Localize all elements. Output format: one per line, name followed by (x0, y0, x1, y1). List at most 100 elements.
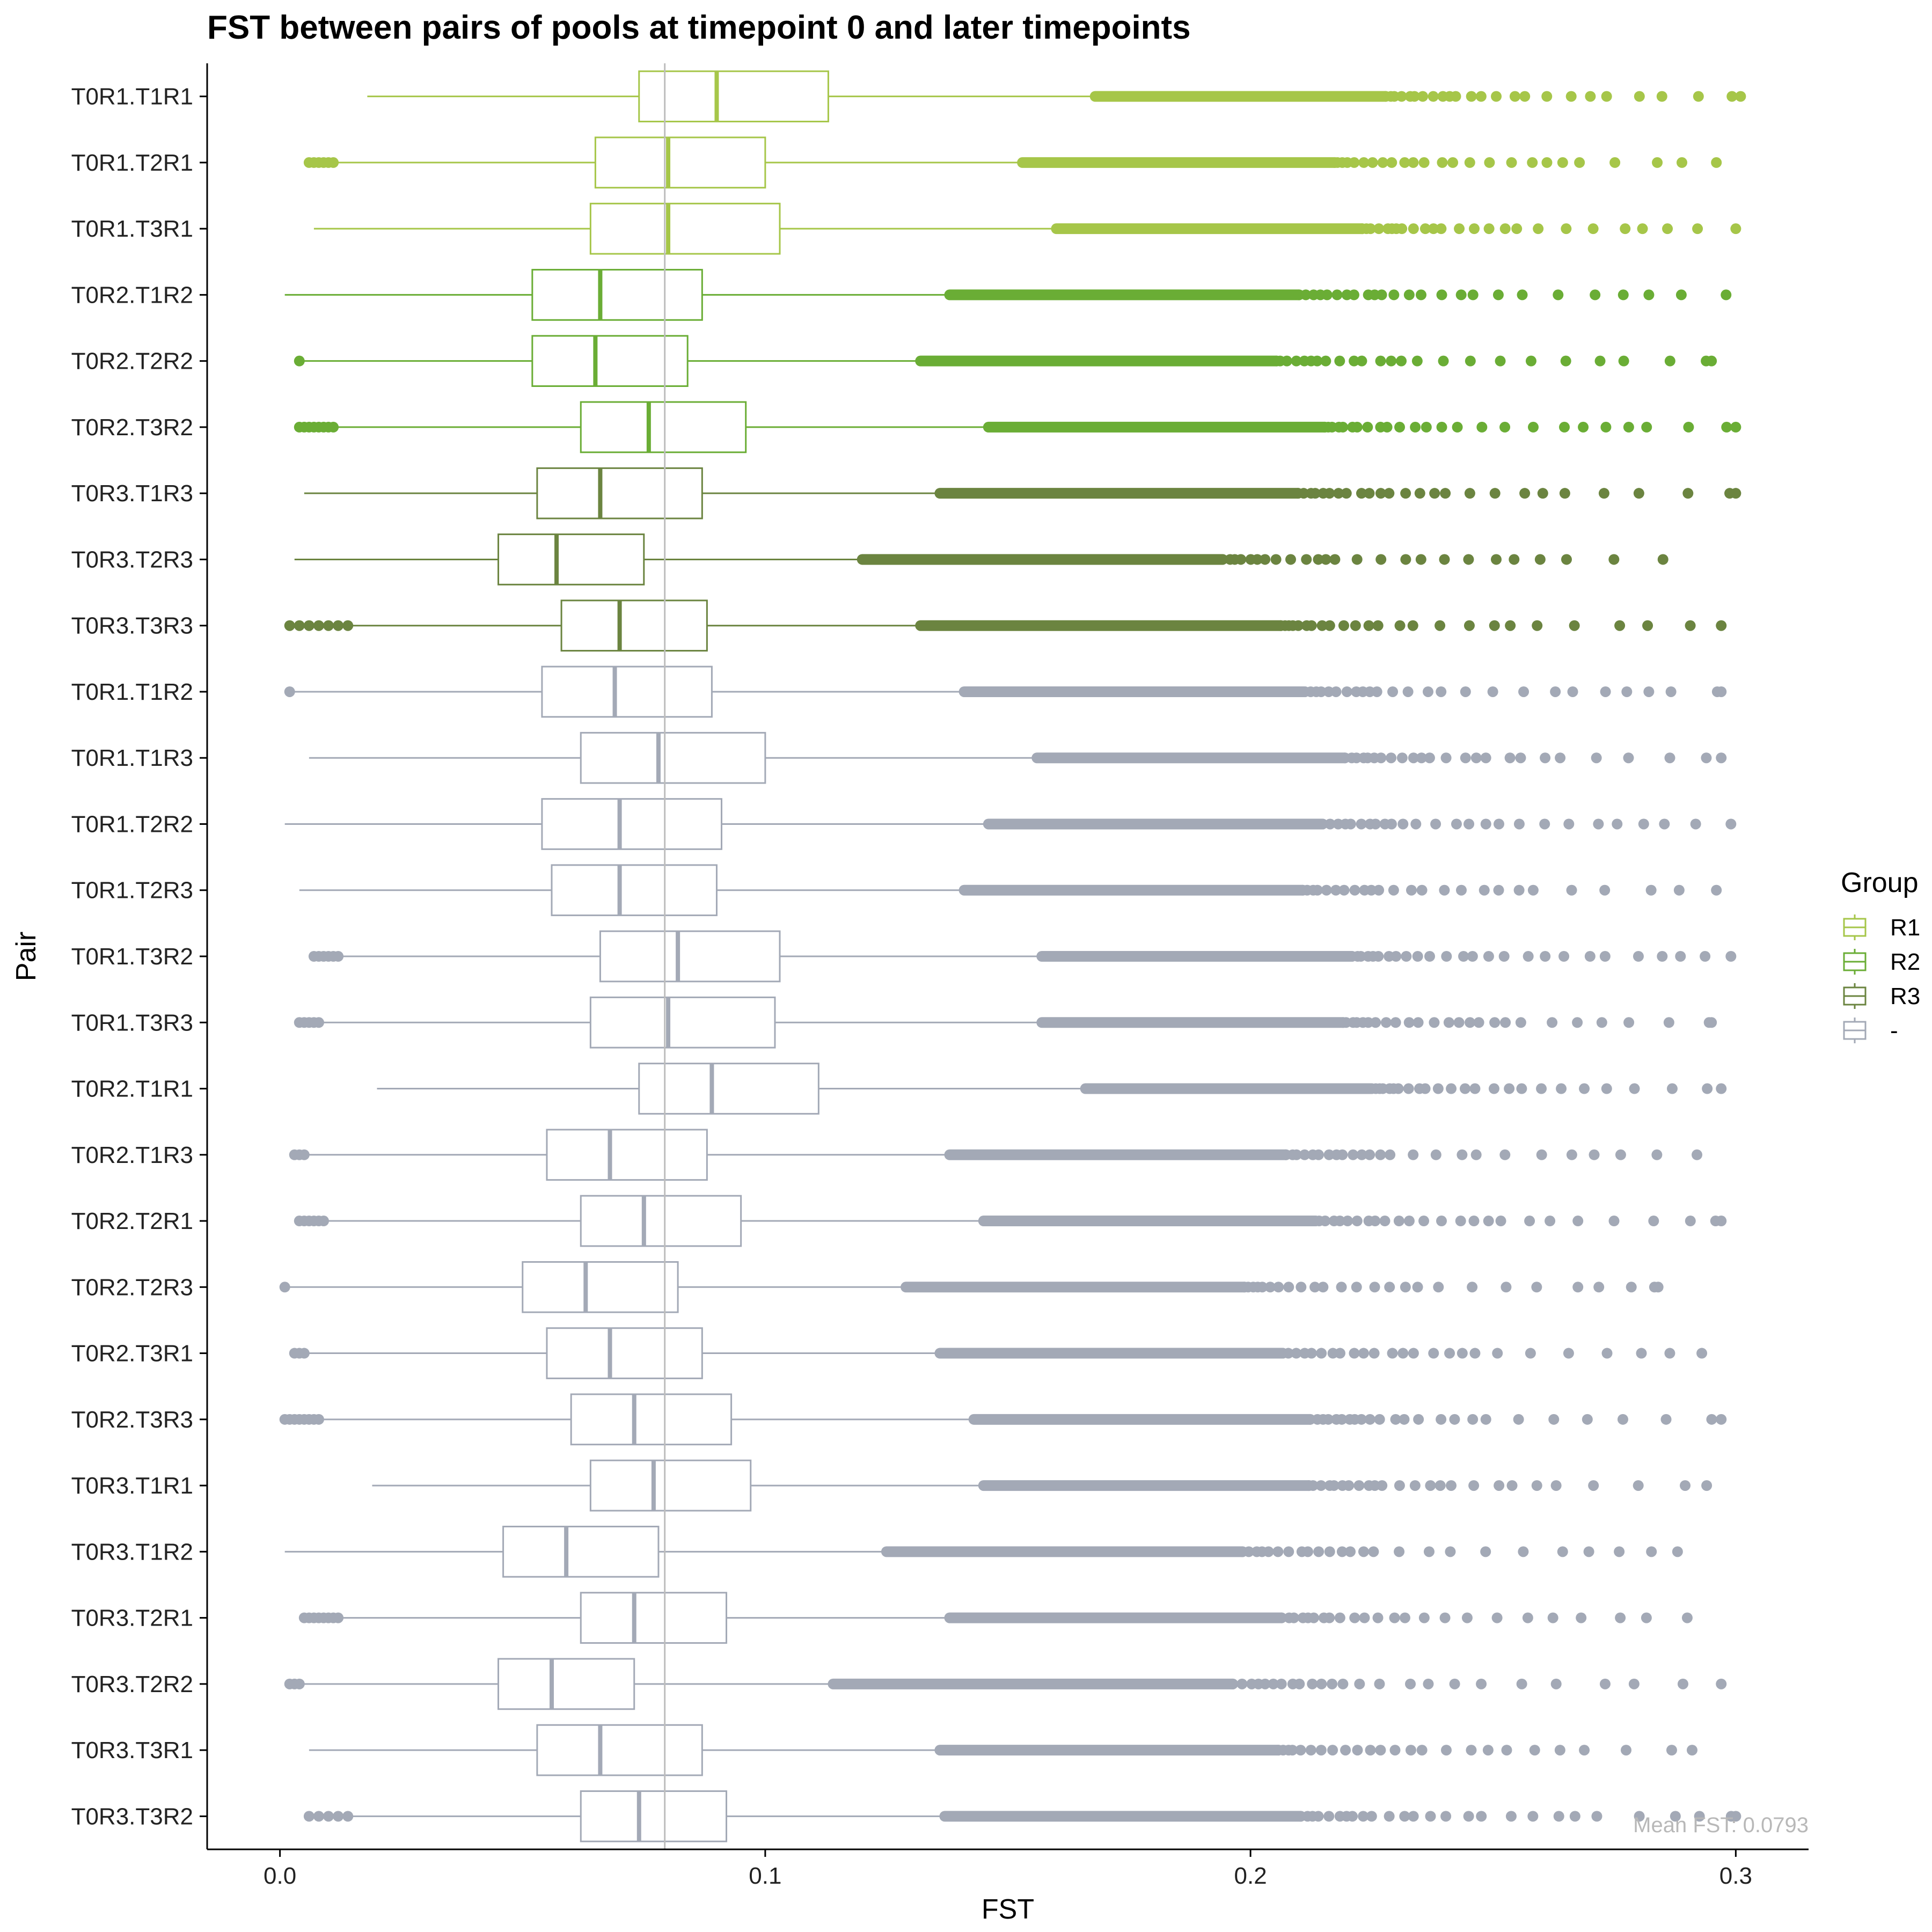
outlier-point (1629, 1083, 1640, 1094)
x-tick-label: 0.0 (264, 1863, 296, 1889)
outlier-point (1436, 1216, 1447, 1227)
outlier-point (1465, 355, 1476, 367)
outlier-point (1641, 1612, 1652, 1623)
outlier-point (1399, 1612, 1410, 1623)
outlier-point (1541, 91, 1553, 102)
outlier-point (1638, 818, 1649, 830)
outlier-point (1329, 554, 1341, 565)
outlier-point (1324, 1546, 1335, 1557)
outlier-point (1504, 1083, 1515, 1094)
outlier-point (1643, 289, 1655, 301)
outlier-point (1364, 1414, 1375, 1425)
outlier-point (1430, 1149, 1441, 1160)
outlier-point (294, 355, 305, 367)
outlier-point (1428, 223, 1439, 235)
outlier-point (1323, 1811, 1335, 1822)
x-tick-label: 0.3 (1719, 1863, 1752, 1889)
outlier-point (1716, 1083, 1727, 1094)
outlier-point (1375, 752, 1387, 764)
box-iqr (546, 1327, 703, 1379)
outlier-point (1421, 421, 1432, 433)
outlier-point (1371, 686, 1382, 697)
outlier-point (1409, 1480, 1421, 1491)
outlier-point (1642, 620, 1653, 631)
outlier-point (1355, 951, 1366, 962)
outlier-point (1374, 1678, 1385, 1689)
outlier-point (1444, 1348, 1455, 1359)
boxplot-row (313, 202, 1741, 255)
outlier-point (1324, 620, 1335, 631)
legend-item: R2 (1843, 949, 1920, 975)
outlier-point (1600, 421, 1612, 433)
outlier-point (1453, 1017, 1465, 1028)
outlier-point (1589, 1149, 1600, 1160)
outlier-point (1370, 1216, 1381, 1227)
outlier-point (1634, 1811, 1645, 1822)
outlier-point (1633, 1480, 1644, 1491)
outlier-point (1515, 752, 1526, 764)
outlier-point (1316, 1678, 1327, 1689)
outlier-point (1352, 1745, 1363, 1756)
outlier-point (1323, 1414, 1334, 1425)
outlier-point (1696, 1348, 1708, 1359)
outlier-point (1281, 355, 1292, 367)
outlier-point (1424, 752, 1435, 764)
outlier-point (1646, 1546, 1657, 1557)
outlier-point (1593, 818, 1604, 830)
outlier-point (1287, 1745, 1298, 1756)
outlier-point (1440, 752, 1452, 764)
outlier-point (1342, 1216, 1353, 1227)
outlier-point (313, 1414, 324, 1425)
outlier-point (1457, 1348, 1468, 1359)
boxplot-row (299, 864, 1722, 917)
outlier-point (1413, 1017, 1424, 1028)
outlier-point (1476, 1678, 1487, 1689)
outlier-point (1454, 223, 1465, 235)
outlier-point (1560, 355, 1571, 367)
outlier-point (1517, 289, 1528, 301)
outlier-point (342, 1811, 354, 1822)
outlier-point (1346, 1811, 1358, 1822)
outlier-point (1446, 1083, 1457, 1094)
outlier-point (1384, 1282, 1395, 1293)
outlier-point (1305, 1745, 1316, 1756)
y-tick-label: T0R3.T1R3 (71, 480, 193, 507)
outlier-point (1700, 951, 1711, 962)
boxplot-row (284, 798, 1737, 850)
y-tick-label: T0R2.T1R1 (71, 1076, 193, 1102)
outlier-point (1331, 289, 1343, 301)
boxplot-row (294, 533, 1668, 586)
y-tick-label: T0R2.T3R2 (71, 414, 193, 441)
outlier-point (1260, 554, 1271, 565)
outlier-point (1441, 951, 1452, 962)
outlier-point (1532, 620, 1543, 631)
box-iqr (546, 1129, 708, 1181)
outlier-point (1308, 1612, 1319, 1623)
outlier-point (1358, 1546, 1369, 1557)
outlier-point (1706, 1414, 1717, 1425)
outlier-point (1457, 1149, 1468, 1160)
outlier-point (1423, 1678, 1434, 1689)
outlier-point (1414, 488, 1425, 499)
outlier-point (1321, 289, 1333, 301)
outlier-point (1500, 1017, 1511, 1028)
outlier-point (1381, 421, 1393, 433)
outlier-point (1365, 223, 1376, 235)
outlier-point (1317, 818, 1328, 830)
outlier-point (1399, 157, 1410, 168)
outlier-point (1480, 818, 1491, 830)
plot-area (279, 63, 1746, 1849)
outlier-point (1321, 884, 1332, 896)
outlier-point (1396, 91, 1407, 102)
outlier-point (1375, 554, 1387, 565)
box-iqr (531, 269, 703, 321)
outlier-point (1419, 1083, 1431, 1094)
outlier-point (1587, 223, 1599, 235)
outlier-point (1473, 1017, 1484, 1028)
outlier-point (1307, 1678, 1318, 1689)
outlier-point (1559, 488, 1570, 499)
outlier-point (1389, 1745, 1401, 1756)
outlier-point (1716, 1414, 1727, 1425)
y-tick-label: T0R1.T1R3 (71, 745, 193, 771)
outlier-point (1516, 1678, 1527, 1689)
